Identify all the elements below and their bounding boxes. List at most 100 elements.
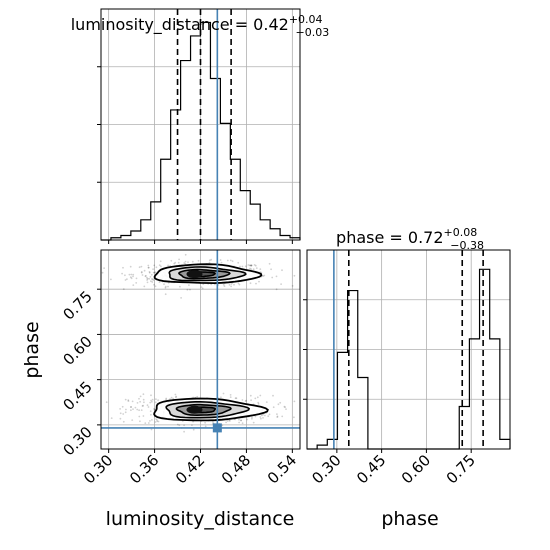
y-tick-label: 0.60 [59,333,95,369]
sample-point [244,400,247,402]
sample-point [152,279,155,281]
sample-point [238,283,241,286]
sample-point [178,424,181,427]
x-tick-label: 0.75 [443,451,479,487]
sample-point [141,405,144,407]
sample-point [122,413,125,415]
sample-point [148,271,151,273]
sample-point [204,421,207,424]
x-tick-label: 0.45 [353,451,389,487]
phase-histogram-overlays [333,250,484,449]
sample-point [238,421,241,424]
sample-point [223,285,226,287]
sample-point [153,283,155,286]
sample-point [276,413,278,415]
sample-point [212,420,214,423]
sample-point [259,394,262,397]
sample-point [134,406,137,409]
sample-point [291,285,294,287]
sample-point [231,260,234,263]
sample-point [247,264,250,266]
sample-point [147,264,150,267]
x-tick-label: 0.30 [308,451,344,487]
sample-point [189,288,191,291]
sample-point [151,400,153,403]
joint-density-panel [100,249,301,450]
sample-point [160,265,162,268]
sample-point [220,261,223,264]
sample-point [142,393,145,396]
sample-point [167,264,170,267]
sample-point [222,283,225,286]
sample-point [257,401,260,404]
sample-point [170,396,173,399]
sample-point [228,284,231,286]
sample-point [201,287,204,290]
sample-point [119,408,121,410]
sample-point [149,401,152,404]
sample-point [281,415,284,418]
sample-point [183,424,186,427]
y-tick-label: 0.30 [59,423,95,459]
sample-point [184,253,187,256]
x-tick-label: 0.48 [218,451,254,487]
sample-point [177,261,180,264]
sample-point [184,263,187,265]
sample-point [251,417,253,420]
sample-point [121,405,124,408]
sample-point [150,280,152,283]
sample-point [130,409,132,412]
sample-point [283,405,286,408]
sample-point [157,420,160,423]
sample-point [103,267,105,269]
sample-point [285,408,287,410]
sample-point [270,268,272,271]
sample-point [149,420,151,422]
sample-point [234,397,237,400]
sample-point [187,261,189,263]
sample-point [138,266,141,269]
x-axis-label-luminosity-distance: luminosity_distance [106,508,295,530]
sample-point [150,278,153,280]
sample-point [150,273,153,276]
sample-point [250,264,253,267]
sample-point [241,399,244,401]
sample-point [151,419,153,421]
sample-point [140,409,143,411]
sample-point [240,419,243,422]
sample-point [239,265,241,268]
sample-point [155,398,157,401]
sample-point [124,279,127,281]
sample-point [221,424,224,427]
sample-point [238,418,240,421]
sample-point [241,422,244,425]
sample-point [179,285,181,288]
sample-point [275,275,278,278]
sample-point [130,406,133,408]
sample-point [256,396,259,399]
title-lower-error: −0.03 [296,26,330,39]
y-tick-label: 0.75 [59,287,95,323]
sample-point [233,283,235,286]
sample-point [245,399,248,402]
sample-point [262,275,264,277]
sample-point [164,293,167,296]
sample-point [170,259,173,262]
sample-point [139,395,142,398]
sample-point [230,285,233,288]
sample-point [259,416,262,418]
sample-point [252,268,255,271]
sample-point [156,419,158,421]
sample-point [268,262,271,265]
sample-point [151,398,154,401]
sample-point [173,262,176,265]
sample-point [183,262,186,264]
sample-point [147,406,150,408]
sample-point [142,415,145,417]
sample-point [265,401,268,403]
sample-point [154,421,157,423]
density-peak [186,270,203,279]
truth-marker [212,423,222,433]
sample-point [281,269,283,272]
sample-point [141,274,144,276]
